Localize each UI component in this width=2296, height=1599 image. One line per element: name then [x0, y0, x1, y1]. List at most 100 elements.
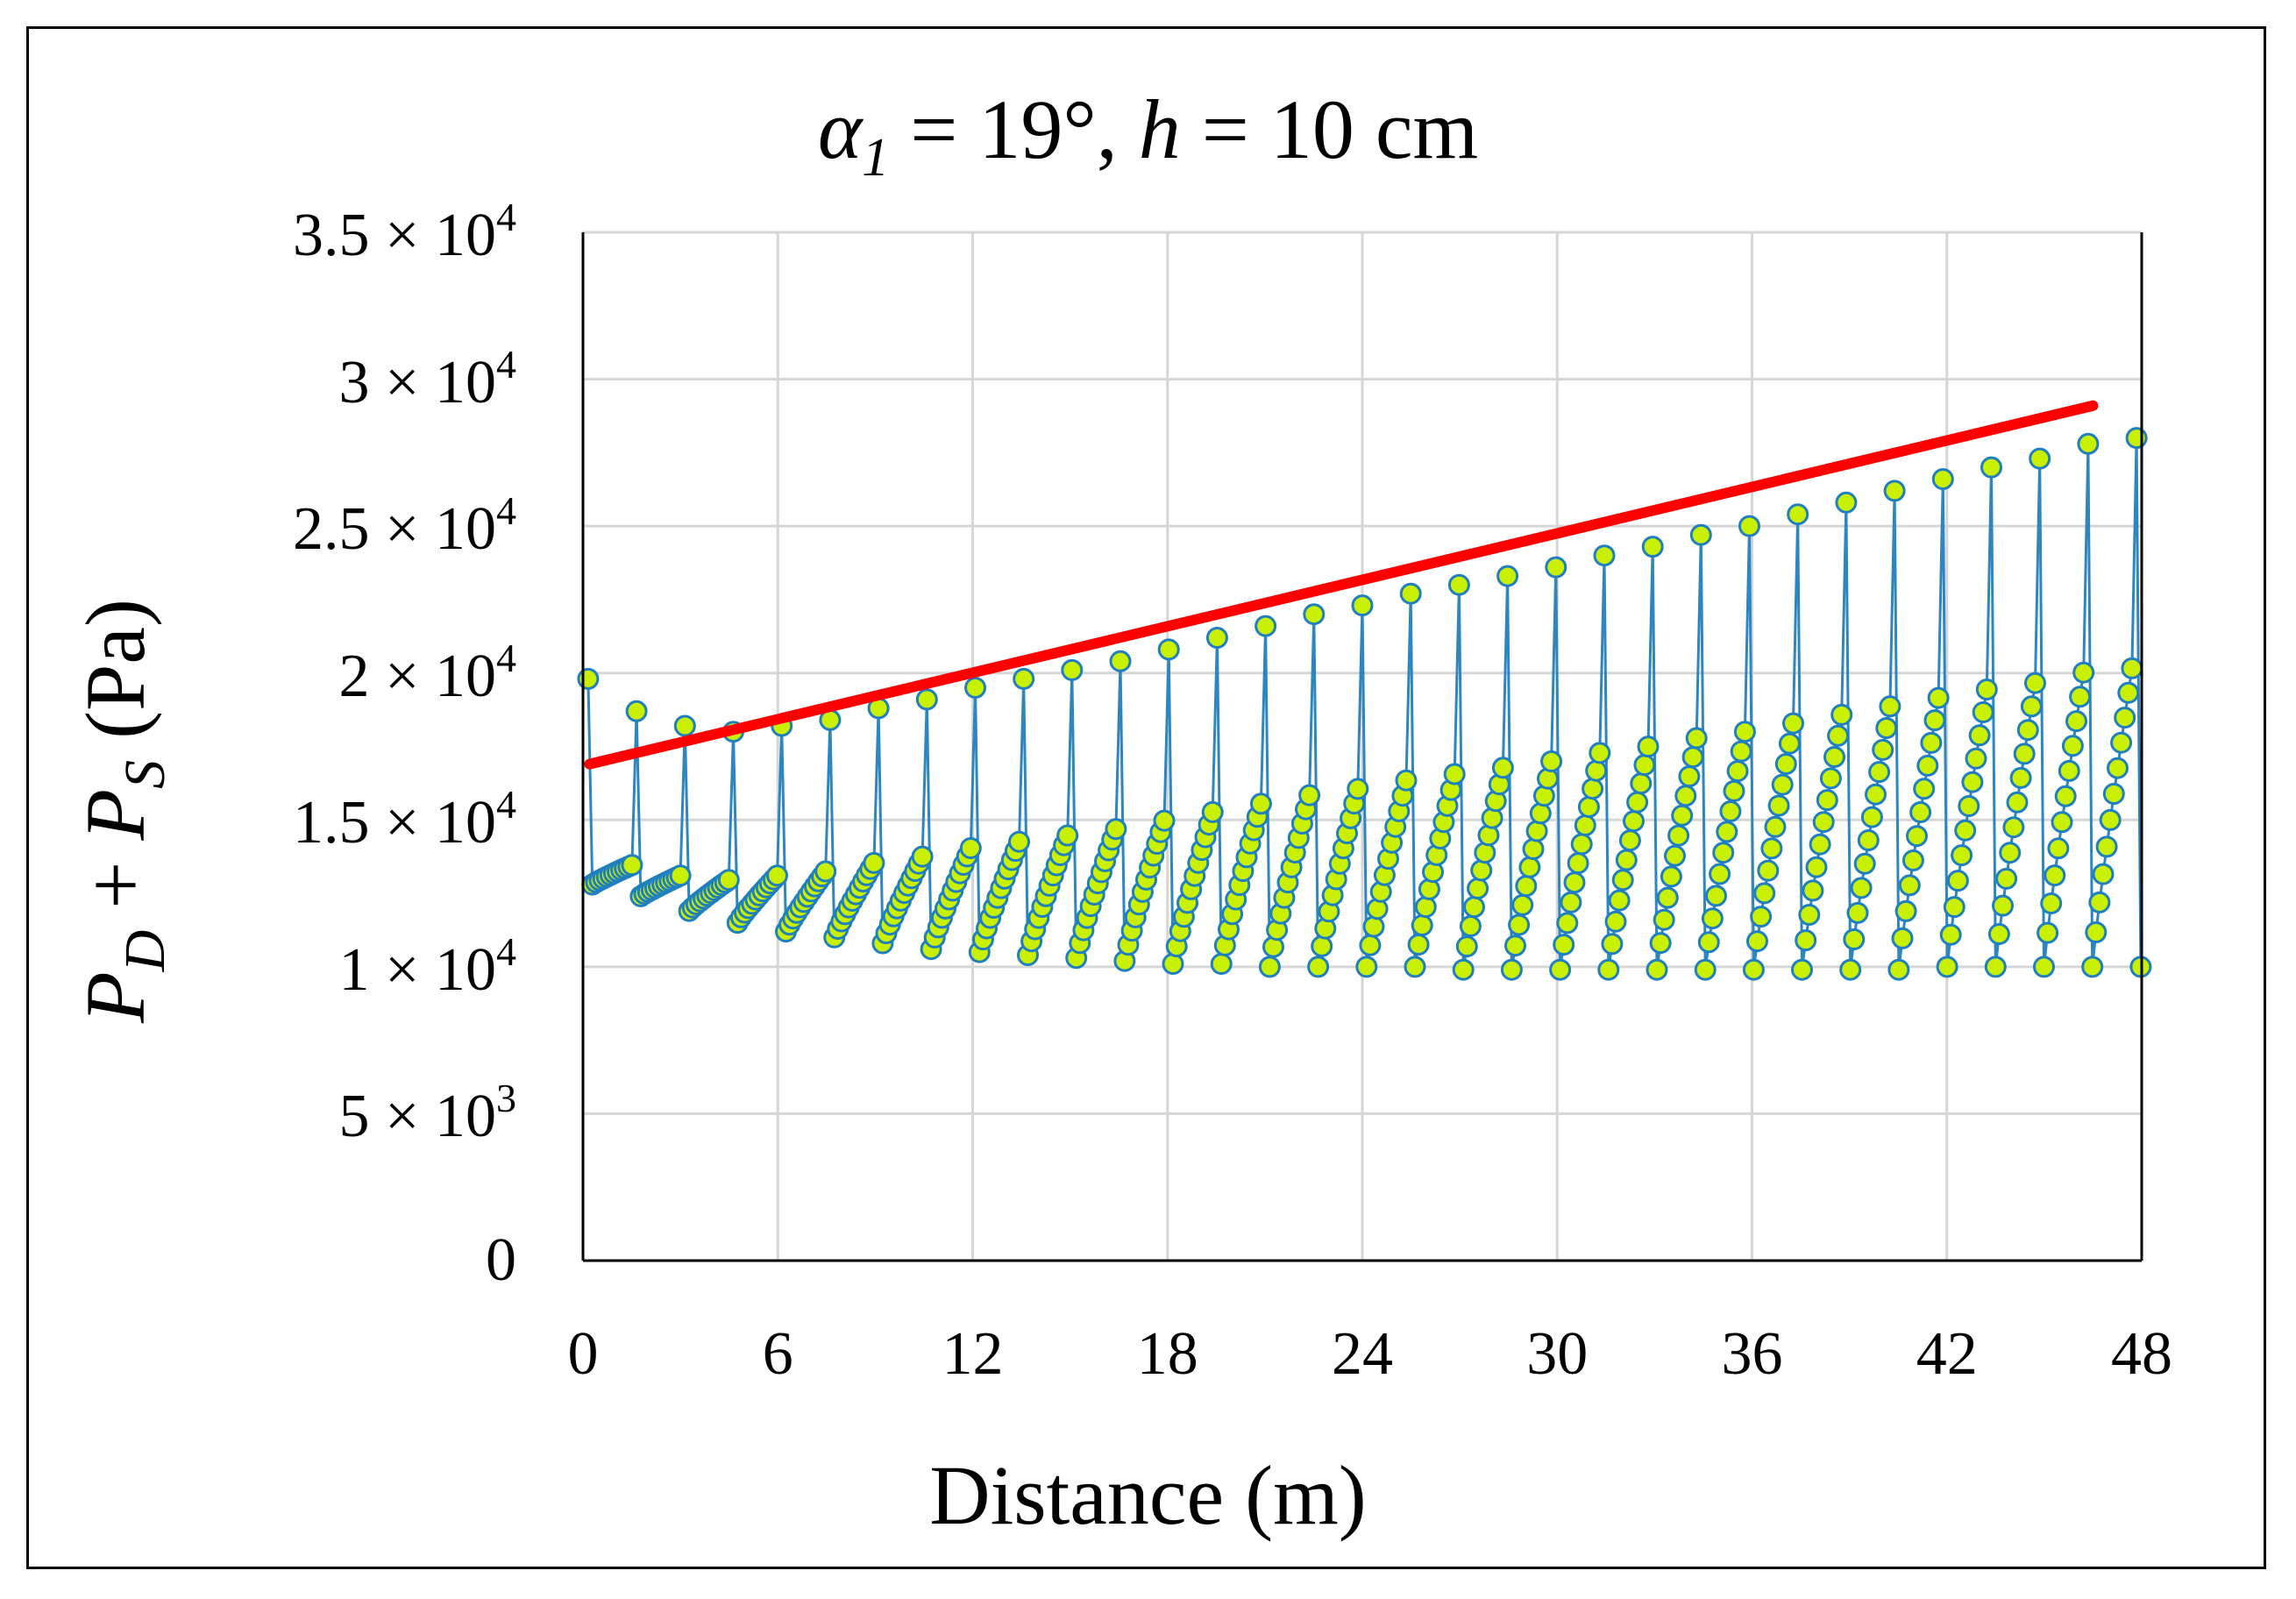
data-point [1830, 703, 1853, 726]
data-point [1879, 695, 1901, 718]
title-eq2: = 10 cm [1180, 82, 1479, 176]
data-point [2092, 863, 2115, 885]
data-point [1697, 931, 1720, 954]
ylabel-p2: P [68, 788, 162, 841]
data-point [1816, 789, 1838, 812]
data-point [2058, 759, 2080, 782]
data-point [1056, 824, 1079, 847]
y-tick-mantissa: 1.5 × 10 [293, 789, 496, 857]
data-point [2061, 735, 2084, 757]
data-point [1774, 753, 1797, 775]
data-point [1404, 956, 1426, 978]
data-point [1968, 724, 1991, 747]
data-point [1109, 650, 1132, 672]
x-tick-label: 42 [1916, 1320, 1978, 1388]
data-point [1835, 491, 1858, 514]
trend-line [584, 400, 2099, 770]
data-point [1723, 779, 1745, 802]
data-point [1418, 878, 1440, 900]
data-point [1954, 819, 1977, 842]
data-point [2088, 891, 2111, 913]
data-point [1470, 859, 1493, 882]
x-tick-label: 18 [1136, 1320, 1198, 1388]
data-point [1061, 658, 1084, 681]
y-axis-label: PD + PS (Pa) [67, 599, 179, 1023]
data-point [1362, 915, 1385, 938]
data-point [1923, 709, 1946, 732]
data-point [1618, 829, 1641, 852]
y-tick-label: 5 × 103 [339, 1076, 516, 1153]
data-point [1604, 910, 1627, 933]
data-point [1626, 791, 1649, 814]
data-point [1008, 830, 1030, 853]
data-point [1778, 732, 1801, 755]
data-point [1951, 844, 1973, 867]
data-point [1459, 915, 1482, 937]
data-point [1013, 667, 1035, 690]
data-point [1674, 785, 1697, 807]
data-point [1987, 923, 2010, 945]
data-point [1656, 886, 1679, 909]
data-point [2081, 956, 2104, 978]
data-point [1927, 686, 1950, 709]
data-point [1630, 772, 1653, 795]
data-point [1795, 929, 1817, 952]
data-point [1496, 565, 1519, 587]
ylabel-s1: D [113, 929, 178, 972]
data-point [1931, 468, 1954, 490]
data-point [1753, 882, 1776, 905]
data-point [1508, 913, 1531, 936]
data-point [1709, 863, 1731, 885]
data-point [1623, 810, 1645, 833]
x-tick-label: 24 [1332, 1320, 1393, 1388]
data-point [2006, 791, 2029, 814]
data-point [863, 851, 885, 874]
data-point [2085, 921, 2108, 943]
x-tick-label: 36 [1721, 1320, 1783, 1388]
data-point [1359, 934, 1382, 956]
data-point [1787, 503, 1809, 526]
data-point [1909, 801, 1932, 823]
data-point [1447, 573, 1470, 596]
data-point [1452, 958, 1475, 981]
x-tick-label: 0 [567, 1320, 599, 1388]
y-tick-label: 1.5 × 104 [293, 781, 516, 858]
data-point [1872, 738, 1894, 761]
data-point [1556, 912, 1579, 935]
data-point [1843, 928, 1866, 950]
data-point [1443, 763, 1466, 785]
chart-frame [26, 26, 2266, 1569]
x-tick-label: 48 [2111, 1320, 2172, 1388]
data-point [2020, 695, 2043, 718]
data-point [1767, 794, 1790, 817]
data-point [1351, 594, 1374, 617]
title-eq1: = 19°, [889, 82, 1139, 176]
data-point [1961, 771, 1984, 793]
ylabel-p1: P [68, 971, 162, 1024]
data-point [1701, 907, 1724, 930]
data-point [1726, 760, 1749, 783]
data-point [814, 860, 837, 883]
data-point [1608, 889, 1631, 912]
data-point [1850, 877, 1873, 899]
data-point [1660, 865, 1682, 888]
data-point [2099, 808, 2122, 831]
data-point [1946, 870, 1969, 892]
data-point [1671, 804, 1694, 827]
data-point [1965, 747, 1987, 770]
data-point [1567, 852, 1589, 875]
data-point [1819, 767, 1842, 790]
data-point [2024, 672, 2046, 694]
data-point [1258, 956, 1281, 978]
data-point [1563, 871, 1586, 894]
data-point [2040, 892, 2063, 914]
title-alpha: α [817, 82, 863, 176]
data-point [673, 714, 696, 737]
data-point [1411, 914, 1433, 936]
data-point [577, 667, 600, 690]
data-point [1913, 778, 1936, 800]
y-tick-mantissa: 1 × 10 [338, 935, 496, 1004]
y-tick-exponent: 4 [496, 929, 516, 975]
data-point [1972, 701, 1994, 723]
